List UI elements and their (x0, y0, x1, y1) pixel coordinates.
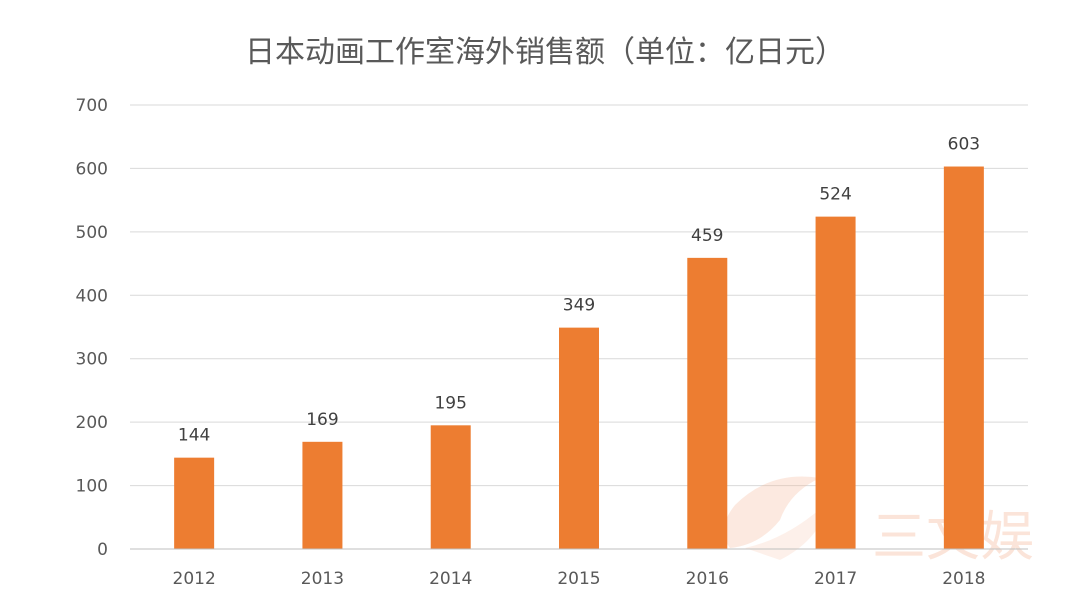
data-label-2017: 524 (819, 185, 851, 205)
y-tick-label: 600 (76, 159, 108, 179)
bar-2015 (559, 327, 599, 549)
x-tick-label-2012: 2012 (173, 569, 216, 589)
x-tick-label-2017: 2017 (814, 569, 857, 589)
y-tick-label: 400 (76, 286, 108, 306)
x-axis-tick-labels: 2012 2013 2014 2015 2016 2017 2018 (173, 569, 986, 589)
y-tick-label: 100 (76, 477, 108, 497)
y-tick-label: 0 (97, 540, 108, 560)
x-tick-label-2014: 2014 (429, 569, 472, 589)
y-tick-label: 300 (76, 350, 108, 370)
watermark-logo-icon (723, 476, 830, 560)
data-label-2014: 195 (434, 393, 466, 413)
watermark: 三文娱 (723, 476, 1034, 568)
bar-2018 (943, 166, 984, 550)
y-tick-label: 500 (76, 223, 108, 243)
y-tick-label: 200 (76, 413, 108, 433)
data-label-2013: 169 (306, 410, 338, 430)
bar-2017 (815, 216, 856, 550)
data-label-2016: 459 (691, 226, 723, 246)
data-label-2015: 349 (563, 296, 595, 316)
x-tick-label-2016: 2016 (686, 569, 729, 589)
x-tick-label-2013: 2013 (301, 569, 344, 589)
bar-2016 (687, 257, 728, 549)
chart-title: 日本动画工作室海外销售额（单位：亿日元） (245, 35, 845, 70)
data-labels: 144 169 195 349 459 524 603 (178, 135, 980, 446)
y-axis-tick-labels: 0 100 200 300 400 500 600 700 (76, 96, 108, 560)
y-tick-label: 700 (76, 96, 108, 116)
bar-2012 (174, 457, 215, 549)
bars (174, 166, 984, 550)
x-tick-label-2018: 2018 (942, 569, 985, 589)
data-label-2018: 603 (948, 135, 980, 155)
data-label-2012: 144 (178, 426, 210, 446)
x-tick-label-2015: 2015 (557, 569, 600, 589)
bar-2013 (302, 441, 343, 549)
bar-2014 (430, 425, 471, 549)
